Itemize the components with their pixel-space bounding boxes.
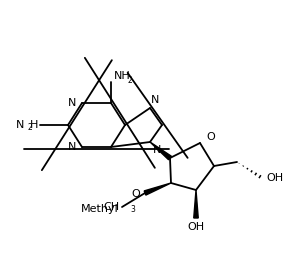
Polygon shape xyxy=(150,142,172,160)
Text: NH: NH xyxy=(114,71,131,81)
Text: O: O xyxy=(131,189,140,199)
Text: 3: 3 xyxy=(130,205,135,214)
Text: OH: OH xyxy=(188,222,204,232)
Text: N: N xyxy=(68,142,76,152)
Text: CH: CH xyxy=(103,202,119,212)
Text: OH: OH xyxy=(266,173,283,183)
Text: N: N xyxy=(153,145,161,155)
Text: N: N xyxy=(16,120,24,130)
Text: Methyl: Methyl xyxy=(81,204,119,214)
Text: 2: 2 xyxy=(27,123,32,131)
Text: N: N xyxy=(151,95,159,105)
Text: 2: 2 xyxy=(127,76,132,85)
Polygon shape xyxy=(144,183,171,195)
Polygon shape xyxy=(194,190,198,218)
Text: O: O xyxy=(206,132,215,142)
Text: H: H xyxy=(30,120,38,130)
Text: N: N xyxy=(68,98,76,108)
